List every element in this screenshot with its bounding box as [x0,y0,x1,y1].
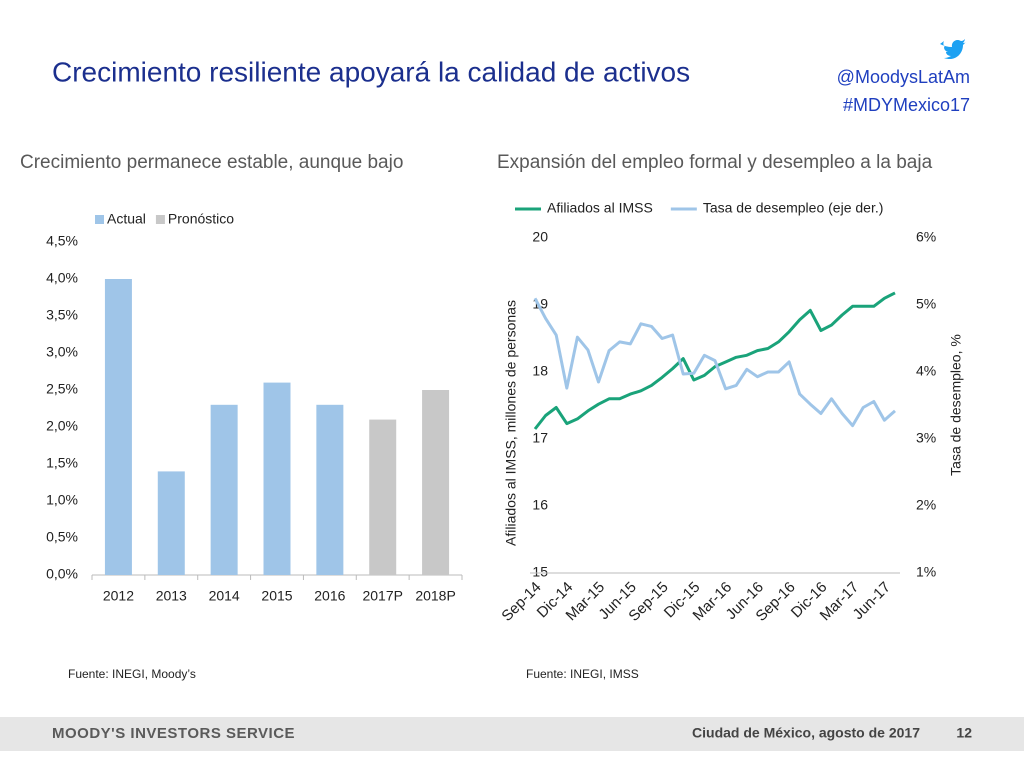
line-series [533,297,896,428]
x-tick-label: 2013 [156,588,187,604]
legend-swatch [155,215,165,224]
footer-place-date: Ciudad de México, agosto de 2017 [692,725,920,741]
y-tick-label: 2,0% [46,418,78,434]
y-axis-title: Afiliados al IMSS, millones de personas [503,300,519,546]
y2-tick-label: 4% [916,363,936,379]
legend-swatch [95,215,104,224]
y2-tick-label: 1% [916,564,936,580]
y-tick-label: 15 [532,564,548,580]
y-tick-label: 16 [532,497,548,513]
bar [263,382,291,575]
y-tick-label: 4,5% [46,233,78,249]
y-tick-label: 4,0% [46,270,78,286]
y-tick-label: 3,5% [46,307,78,323]
slide-title: Crecimiento resiliente apoyará la calida… [52,56,690,87]
y2-tick-label: 6% [916,229,936,245]
source-note: Fuente: INEGI, IMSS [526,667,639,681]
y-tick-label: 3,0% [46,344,78,360]
y-tick-label: 17 [532,430,548,446]
line-series [533,291,896,430]
source-note: Fuente: INEGI, Moody’s [68,667,196,681]
y-tick-label: 20 [532,229,548,245]
y2-tick-label: 5% [916,296,936,312]
x-tick-label: 2012 [103,588,134,604]
y2-axis-title: Tasa de desempleo, % [948,334,964,476]
bar [104,279,132,575]
bar [422,390,450,575]
chart-title: Crecimiento permanece estable, aunque ba… [20,152,403,173]
legend-label: Tasa de desempleo (eje der.) [703,200,884,216]
y-tick-label: 0,0% [46,566,78,582]
bar [210,404,238,575]
bar [316,404,344,575]
twitter-handle: @MoodysLatAm [837,67,970,87]
page-number: 12 [956,725,972,741]
y-tick-label: 1,5% [46,455,78,471]
chart-title: Expansión del empleo formal y desempleo … [497,152,933,173]
twitter-icon [940,39,966,60]
y-tick-label: 2,5% [46,381,78,397]
bar [369,419,397,575]
footer-band [0,717,1024,751]
x-tick-label: 2015 [261,588,292,604]
legend-label: Afiliados al IMSS [547,200,653,216]
x-tick-label: 2014 [209,588,240,604]
legend-label: Actual [107,211,146,227]
y-tick-label: 0,5% [46,529,78,545]
footer-brand: MOODY'S INVESTORS SERVICE [52,725,295,742]
legend-label: Pronóstico [168,211,234,227]
y-tick-label: 1,0% [46,492,78,508]
y2-tick-label: 3% [916,430,936,446]
bar [157,471,185,575]
x-tick-label: 2016 [314,588,345,604]
x-tick-label: 2018P [415,588,455,604]
x-tick-label: 2017P [362,588,402,604]
y-tick-label: 18 [532,363,548,379]
y2-tick-label: 2% [916,497,936,513]
hashtag: #MDYMexico17 [843,95,970,115]
